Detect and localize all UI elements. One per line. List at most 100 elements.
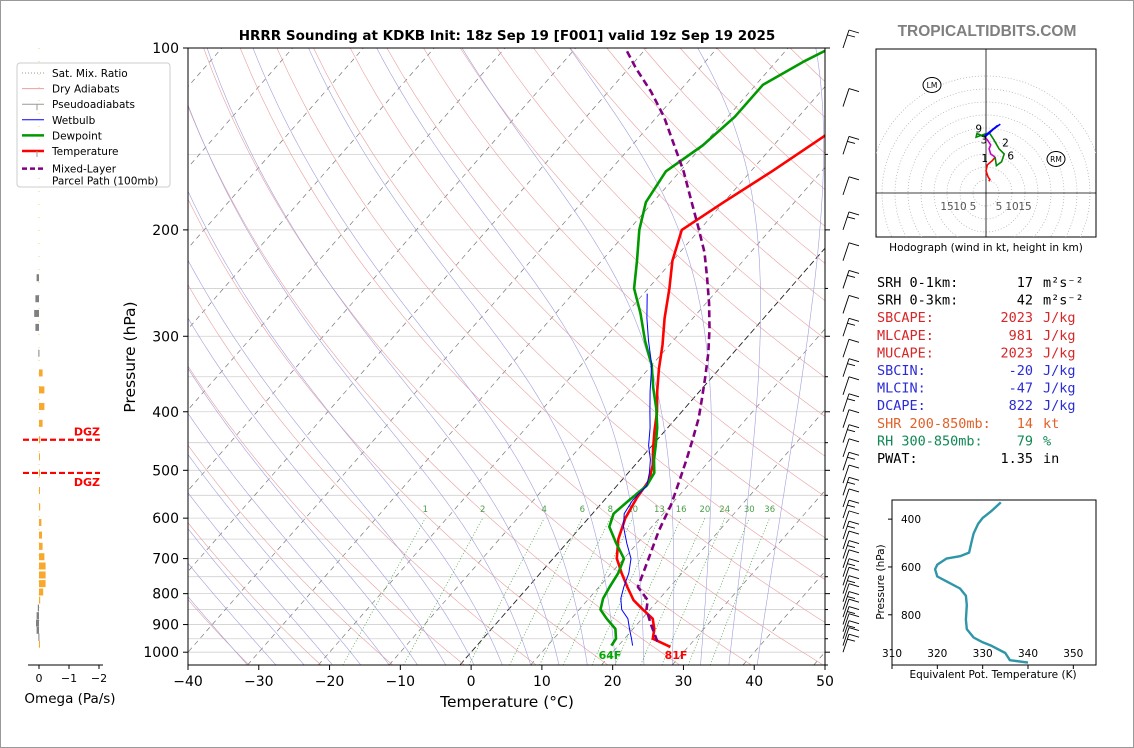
index-label: PWAT: <box>877 451 918 467</box>
barb-staff <box>842 295 850 314</box>
barb-staff <box>842 242 850 261</box>
pseudoadiabat <box>461 48 675 665</box>
barb-flag <box>848 438 860 443</box>
pseudoadiabat <box>697 48 761 665</box>
barb-flag <box>847 580 856 584</box>
legend-label: Mixed-Layer <box>52 164 117 176</box>
wind-barb-icon <box>842 438 860 457</box>
wind-barb-icon <box>842 488 860 508</box>
dry-adiabat <box>239 48 824 665</box>
wind-barb-icon <box>842 242 860 261</box>
omega-bar <box>35 295 39 303</box>
barb-flag <box>847 596 856 599</box>
barb-staff <box>842 488 850 508</box>
mixing-ratio-line <box>342 518 426 665</box>
hodo-trace <box>985 156 996 182</box>
barb-flag <box>847 638 856 642</box>
barb-staff <box>842 393 850 412</box>
series-dewpoint <box>599 49 825 647</box>
dry-adiabat <box>188 284 537 665</box>
barb-flag <box>847 525 856 529</box>
theta-e-panel: 310 320 330 340 350 400 600 800 Equivalent Pot.… <box>875 499 1097 681</box>
y-tick-label: 600 <box>152 511 179 527</box>
omega-bar <box>39 436 41 444</box>
barb-flag <box>847 429 856 433</box>
hodo-tick-label: 5 <box>970 201 977 213</box>
pseudoadiabat <box>188 562 277 665</box>
wind-barb-icon <box>842 620 860 639</box>
mixing-ratio-line <box>614 518 682 665</box>
mixing-ratio-line <box>509 518 583 665</box>
y-tick-label: 300 <box>152 329 179 345</box>
legend-label: Wetbulb <box>52 115 96 127</box>
legend-label: Parcel Path (100mb) <box>52 176 158 188</box>
index-unit: J/kg <box>1043 363 1076 379</box>
pseudoadiabat <box>188 454 362 665</box>
wind-barb-icon <box>842 499 860 519</box>
index-unit: J/kg <box>1043 381 1076 397</box>
barb-flag <box>847 216 856 220</box>
barb-flag <box>848 338 860 343</box>
theta-e-x-tick-label: 340 <box>1018 648 1038 660</box>
mixing-ratio-line <box>687 518 750 665</box>
x-axis-label: Temperature (°C) <box>439 693 574 711</box>
index-row: SRH 0-1km: 17 m²s⁻² <box>877 275 1084 291</box>
barb-staff <box>842 318 850 337</box>
theta-e-x-tick-label: 310 <box>882 648 902 660</box>
barb-flag <box>847 363 856 367</box>
barb-flag <box>848 627 860 631</box>
index-value: 1.35 <box>1000 451 1033 467</box>
series-mixed-layer-parcel-path-100mb- <box>624 48 711 642</box>
barb-staff <box>842 376 850 395</box>
dry-adiabat <box>276 48 825 623</box>
barb-flag <box>848 270 860 274</box>
index-label: SRH 0-3km: <box>877 293 958 309</box>
barb-flag <box>848 613 860 618</box>
omega-bar <box>39 402 45 410</box>
wind-barb-icon <box>842 270 860 289</box>
barb-flag <box>848 583 860 588</box>
barb-staff <box>842 599 850 618</box>
y-tick-label: 900 <box>152 618 179 634</box>
isotherm-line <box>188 48 718 653</box>
wind-barb-icon <box>842 376 860 395</box>
wind-barb-icon <box>842 424 860 443</box>
theta-e-x-tick-label: 350 <box>1063 648 1083 660</box>
barb-flag <box>848 358 860 363</box>
barb-staff <box>842 591 850 610</box>
index-label: MLCAPE: <box>877 328 934 344</box>
barb-flag <box>848 510 860 515</box>
barb-flag <box>848 29 860 34</box>
isotherm-line <box>0 48 9 665</box>
barb-staff <box>842 558 850 577</box>
mixing-ratio-label: 4 <box>542 505 547 515</box>
barb-staff <box>842 549 850 568</box>
hodo-marker-label: LM <box>927 81 938 90</box>
omega-x-tick-label: −1 <box>61 672 77 685</box>
mixing-ratio-label: 24 <box>719 505 730 515</box>
dry-adiabat <box>533 48 825 340</box>
series-temperature <box>615 133 825 649</box>
pseudoadiabat <box>188 259 475 665</box>
barb-flag <box>847 545 856 549</box>
barb-flag <box>848 242 860 247</box>
index-unit: J/kg <box>1043 398 1076 414</box>
omega-bar <box>34 309 39 317</box>
x-tick-label: −30 <box>244 674 274 690</box>
dry-adiabat <box>188 522 322 665</box>
omega-bar <box>36 626 39 634</box>
index-unit: J/kg <box>1043 310 1076 326</box>
barb-flag <box>848 488 860 493</box>
dgz-label: DGZ <box>74 426 100 439</box>
index-value: -20 <box>1009 363 1033 379</box>
barb-flag <box>848 451 860 456</box>
x-tick-label: −40 <box>173 674 203 690</box>
x-tick-label: −10 <box>386 674 416 690</box>
wind-barb-icon <box>842 29 860 49</box>
barb-flag <box>847 481 856 485</box>
barb-staff <box>842 424 850 443</box>
mixing-ratio-label: 16 <box>676 505 687 515</box>
index-value: 79 <box>1017 433 1033 449</box>
